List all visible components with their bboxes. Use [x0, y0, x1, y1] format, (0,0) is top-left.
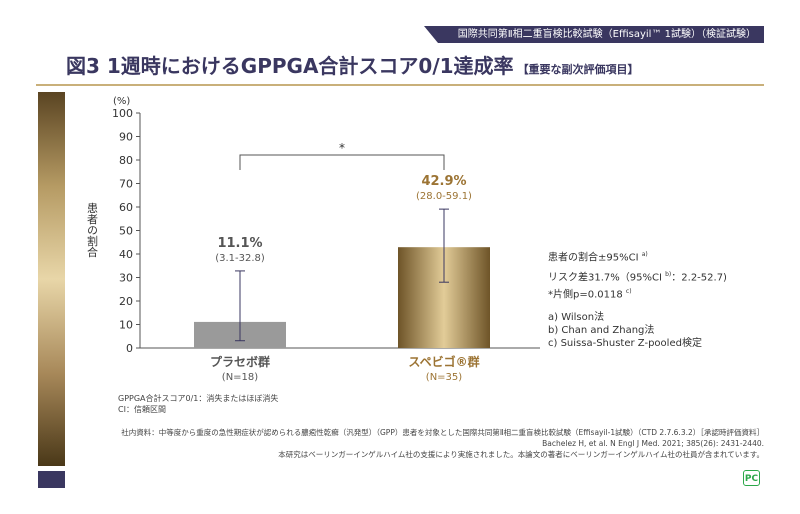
value-label: 42.9% — [421, 174, 466, 189]
title-text: 図3 1週時におけるGPPGA合計スコア0/1達成率 — [66, 54, 514, 78]
title-subtitle: 【重要な副次評価項目】 — [517, 63, 639, 76]
source-2: Bachelez H, et al. N Engl J Med. 2021; 3… — [542, 439, 764, 448]
footnote-1: GPPGA合計スコア0/1：消失またはほぼ消失 — [118, 394, 279, 403]
ci-label: (28.0-59.1) — [416, 191, 472, 202]
study-banner: 国際共同第Ⅱ相二重盲検比較試験（Effisayil™ 1試験）（検証試験） — [424, 26, 764, 43]
decorative-sidebar — [38, 92, 65, 466]
y-tick-label: 20 — [119, 295, 133, 308]
ci-label: (3.1-32.8) — [215, 253, 265, 264]
y-tick-label: 60 — [119, 201, 133, 214]
y-tick-label: 30 — [119, 272, 133, 285]
category-n: (N=35) — [426, 372, 462, 383]
note-sup3: c) — [625, 287, 632, 295]
note-sup1: a) — [641, 251, 648, 258]
y-tick-label: 0 — [126, 342, 133, 355]
footnote-2: CI：信頼区間 — [118, 405, 166, 414]
note-line3: *片側p=0.0118 — [548, 288, 623, 300]
significance-bracket — [239, 154, 445, 170]
note-b: b) Chan and Zhang法 — [548, 324, 655, 336]
source-1: 社内資料：中等度から重度の急性期症状が認められる膿疱性乾癬（汎発型）（GPP）患… — [121, 428, 764, 437]
y-unit: (%) — [113, 96, 130, 107]
y-tick-label: 40 — [119, 248, 133, 261]
y-tick-label: 80 — [119, 154, 133, 167]
significance-marker: * — [339, 141, 345, 155]
source-3: 本研究はベーリンガーインゲルハイム社の支援により実施されました。本論文の著者にベ… — [278, 450, 764, 459]
note-line1: 患者の割合±95%CI — [548, 252, 639, 264]
y-tick-label: 10 — [119, 319, 133, 332]
title-rule — [36, 84, 764, 86]
y-tick-label: 70 — [119, 178, 133, 191]
y-axis-label: 患者の割合 — [86, 202, 99, 257]
y-tick-label: 100 — [112, 107, 133, 120]
stats-notes: 患者の割合±95%CI a) リスク差31.7%（95%CI b)：2.2-52… — [548, 248, 727, 350]
category-label: スペビゴ®群 — [408, 354, 479, 369]
footnotes: GPPGA合計スコア0/1：消失またはほぼ消失 CI：信頼区間 — [118, 393, 278, 415]
pc-badge-icon: PC — [743, 470, 760, 486]
note-sup2: b) — [665, 271, 672, 279]
page-title: 図3 1週時におけるGPPGA合計スコア0/1達成率 【重要な副次評価項目】 — [66, 50, 639, 79]
note-line2: リスク差31.7%（95%CI — [548, 272, 662, 284]
category-label: プラセボ群 — [210, 354, 270, 369]
y-tick-label: 50 — [119, 225, 133, 238]
category-n: (N=18) — [222, 372, 258, 383]
source: 社内資料：中等度から重度の急性期症状が認められる膿疱性乾癬（汎発型）（GPP）患… — [121, 427, 764, 460]
note-line2b: ：2.2-52.7) — [671, 272, 727, 284]
note-c: c) Suissa-Shuster Z-pooled検定 — [548, 337, 702, 349]
decorative-box — [38, 471, 65, 488]
value-label: 11.1% — [217, 236, 262, 251]
note-a: a) Wilson法 — [548, 311, 605, 323]
y-tick-label: 90 — [119, 131, 133, 144]
